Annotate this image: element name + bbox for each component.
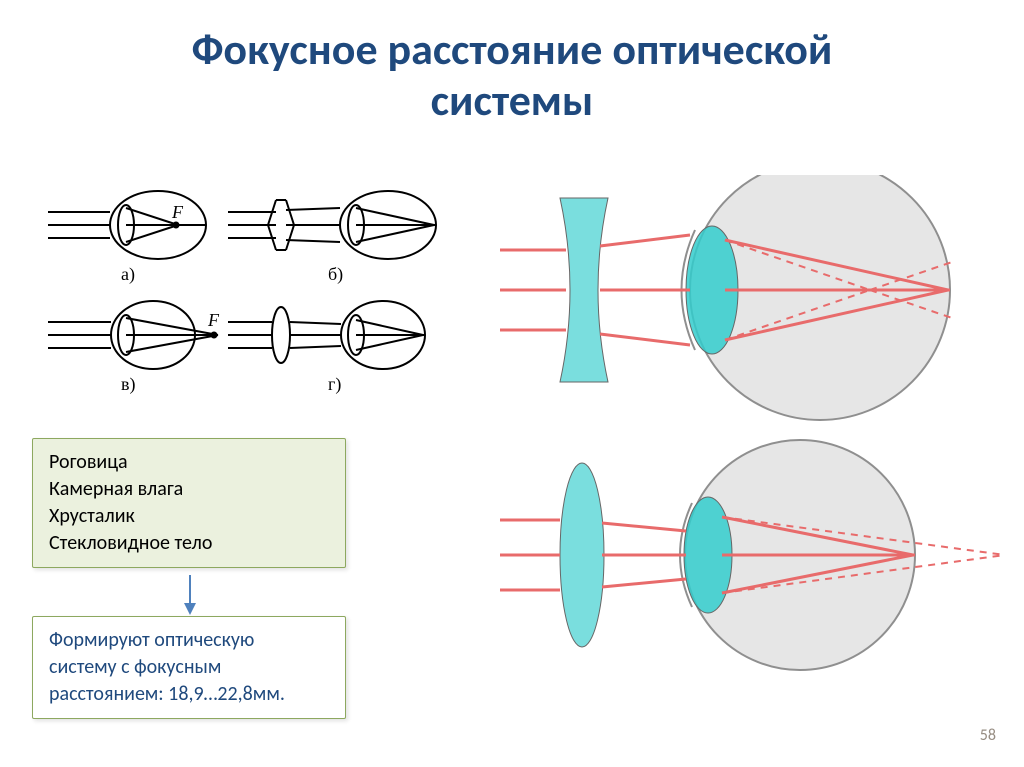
- components-box: Роговица Камерная влага Хрусталик Стекло…: [32, 438, 346, 568]
- svg-text:г): г): [328, 374, 341, 395]
- title-line-1: Фокусное расстояние оптической: [192, 22, 833, 76]
- slide-title: Фокусное расстояние оптической системы: [0, 24, 1024, 125]
- box1-line-1: Камерная влага: [49, 476, 329, 503]
- page-number: 58: [980, 726, 996, 745]
- svg-text:F: F: [171, 202, 184, 222]
- down-arrow-icon: [175, 575, 205, 615]
- large-eye-diagrams: [500, 175, 1020, 675]
- box2-line-2: расстоянием: 18,9…22,8мм.: [49, 681, 329, 708]
- box1-line-2: Хрусталик: [49, 503, 329, 530]
- svg-text:в): в): [121, 374, 136, 395]
- box2-line-1: систему с фокусным: [49, 654, 329, 681]
- box2-line-0: Формируют оптическую: [49, 627, 329, 654]
- svg-text:б): б): [328, 264, 343, 285]
- box1-line-0: Роговица: [49, 449, 329, 476]
- summary-box: Формируют оптическую систему с фокусным …: [32, 616, 346, 719]
- title-line-2: системы: [431, 73, 594, 127]
- box1-line-3: Стекловидное тело: [49, 530, 329, 557]
- svg-text:а): а): [121, 264, 135, 285]
- small-eye-diagrams: F а) б) F в): [28, 180, 458, 400]
- svg-text:F: F: [207, 310, 220, 330]
